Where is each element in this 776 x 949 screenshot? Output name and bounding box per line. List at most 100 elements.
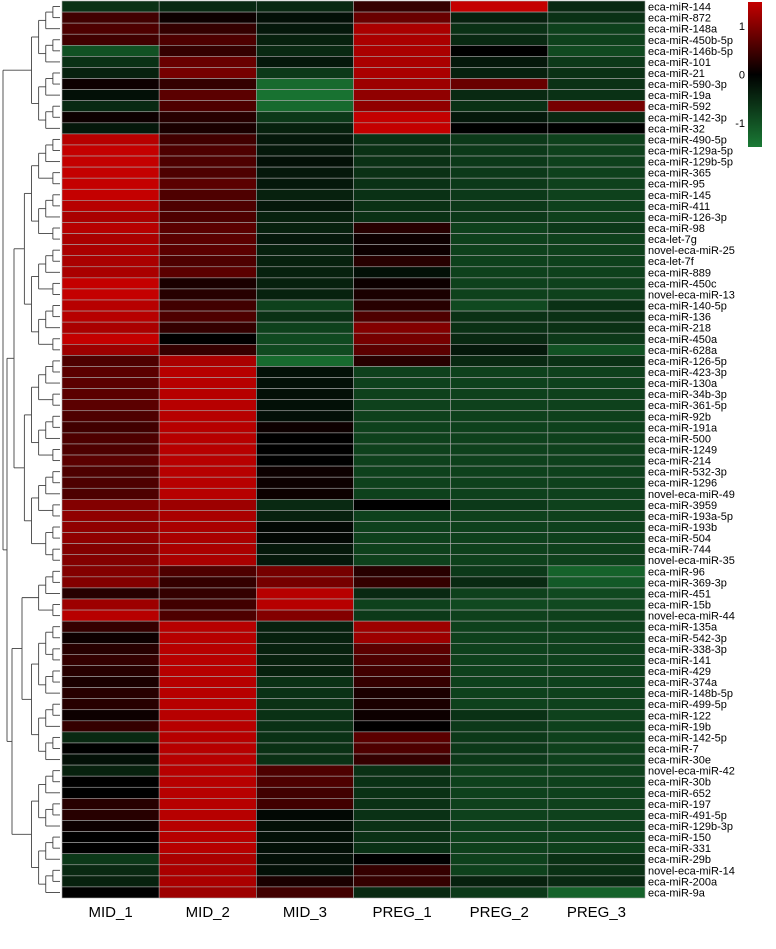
heatmap-cell: [256, 454, 354, 467]
heatmap-cell: [61, 277, 160, 290]
heatmap-cell: [450, 798, 549, 810]
heatmap-cell: [450, 233, 549, 245]
heatmap-cell: [158, 377, 257, 389]
heatmap-cell: [547, 343, 646, 356]
heatmap-cell: [450, 299, 549, 312]
heatmap-cell: [547, 631, 646, 644]
row-label: eca-miR-193a-5p: [648, 511, 733, 523]
heatmap-cell: [158, 366, 257, 378]
heatmap-cell: [61, 288, 160, 301]
heatmap-cell: [61, 321, 160, 334]
row-label: eca-miR-101: [648, 57, 711, 69]
column-label: PREG_3: [567, 904, 626, 921]
heatmap-cell: [61, 299, 160, 312]
heatmap-cell: [547, 764, 646, 777]
heatmap-cell: [353, 443, 451, 456]
heatmap-cell: [256, 764, 354, 777]
heatmap-cell: [353, 775, 451, 788]
heatmap-cell: [353, 200, 451, 212]
heatmap-cell: [450, 0, 549, 13]
heatmap-cell: [61, 200, 160, 212]
heatmap-cell: [158, 310, 257, 323]
heatmap-cells: [61, 0, 646, 899]
row-label: eca-miR-451: [648, 588, 711, 600]
heatmap-cell: [256, 177, 354, 190]
heatmap-cell: [353, 809, 451, 821]
row-label: eca-miR-129b-3p: [648, 821, 733, 833]
heatmap-cell: [158, 255, 257, 268]
heatmap-cell: [450, 554, 549, 567]
heatmap-cell: [158, 355, 257, 367]
row-label: eca-miR-450a: [648, 334, 718, 346]
heatmap-cell: [450, 222, 549, 234]
heatmap-cell: [547, 853, 646, 866]
heatmap-cell: [450, 654, 549, 666]
heatmap-cell: [547, 266, 646, 279]
heatmap-cell: [61, 410, 160, 423]
heatmap-cell: [158, 410, 257, 423]
heatmap-cell: [61, 709, 160, 722]
heatmap-cell: [61, 56, 160, 68]
heatmap-cell: [450, 288, 549, 301]
heatmap-cell: [256, 510, 354, 522]
heatmap-cell: [61, 731, 160, 744]
heatmap-cell: [61, 875, 160, 888]
heatmap-cell: [450, 89, 549, 101]
heatmap-cell: [547, 820, 646, 832]
heatmap-cell: [353, 842, 451, 855]
heatmap-cell: [547, 521, 646, 533]
heatmap-cell: [158, 454, 257, 467]
row-label: eca-miR-29b: [648, 854, 711, 866]
heatmap-cell: [353, 543, 451, 556]
heatmap-cell: [547, 399, 646, 412]
heatmap-cell: [547, 864, 646, 877]
heatmap-cell: [61, 255, 160, 268]
heatmap-cell: [547, 698, 646, 711]
heatmap-cell: [353, 78, 451, 90]
heatmap-cell: [450, 709, 549, 722]
heatmap-cell: [353, 654, 451, 666]
row-dendrogram: [2, 6, 60, 893]
heatmap-cell: [256, 786, 354, 799]
heatmap-cell: [158, 56, 257, 68]
heatmap-cell: [547, 454, 646, 467]
row-label: eca-miR-191a: [648, 422, 718, 434]
heatmap-cell: [256, 78, 354, 90]
row-label: eca-miR-331: [648, 843, 711, 855]
heatmap-cell: [450, 332, 549, 345]
heatmap-cell: [353, 742, 451, 755]
heatmap-cell: [353, 277, 451, 290]
heatmap-cell: [450, 853, 549, 866]
heatmap-cell: [353, 0, 451, 13]
row-label: eca-let-7f: [648, 256, 695, 268]
heatmap-cell: [158, 211, 257, 223]
heatmap-cell: [547, 22, 646, 35]
heatmap-cell: [256, 111, 354, 124]
heatmap-cell: [547, 798, 646, 810]
column-labels: MID_1 MID_2 MID_3 PREG_1 PREG_2 PREG_3: [88, 904, 626, 921]
heatmap-cell: [256, 200, 354, 212]
heatmap-cell: [353, 499, 451, 511]
row-label: eca-miR-34b-3p: [648, 389, 727, 401]
heatmap-cell: [450, 266, 549, 279]
row-label: eca-miR-214: [648, 456, 711, 468]
heatmap-cell: [61, 554, 160, 567]
heatmap-cell: [256, 155, 354, 168]
heatmap-cell: [353, 665, 451, 677]
heatmap-cell: [158, 698, 257, 711]
heatmap-cell: [61, 742, 160, 755]
heatmap-cell: [353, 11, 451, 24]
row-label: eca-miR-92b: [648, 411, 711, 423]
heatmap-cell: [158, 388, 257, 400]
heatmap-cell: [353, 343, 451, 356]
heatmap-cell: [158, 299, 257, 312]
row-label: eca-miR-3959: [648, 500, 717, 512]
heatmap-cell: [158, 166, 257, 179]
heatmap-cell: [158, 0, 257, 13]
heatmap-cell: [547, 742, 646, 755]
heatmap-cell: [353, 642, 451, 655]
heatmap-cell: [158, 177, 257, 190]
heatmap-cell: [158, 89, 257, 101]
heatmap-cell: [158, 786, 257, 799]
heatmap-cell: [158, 842, 257, 855]
